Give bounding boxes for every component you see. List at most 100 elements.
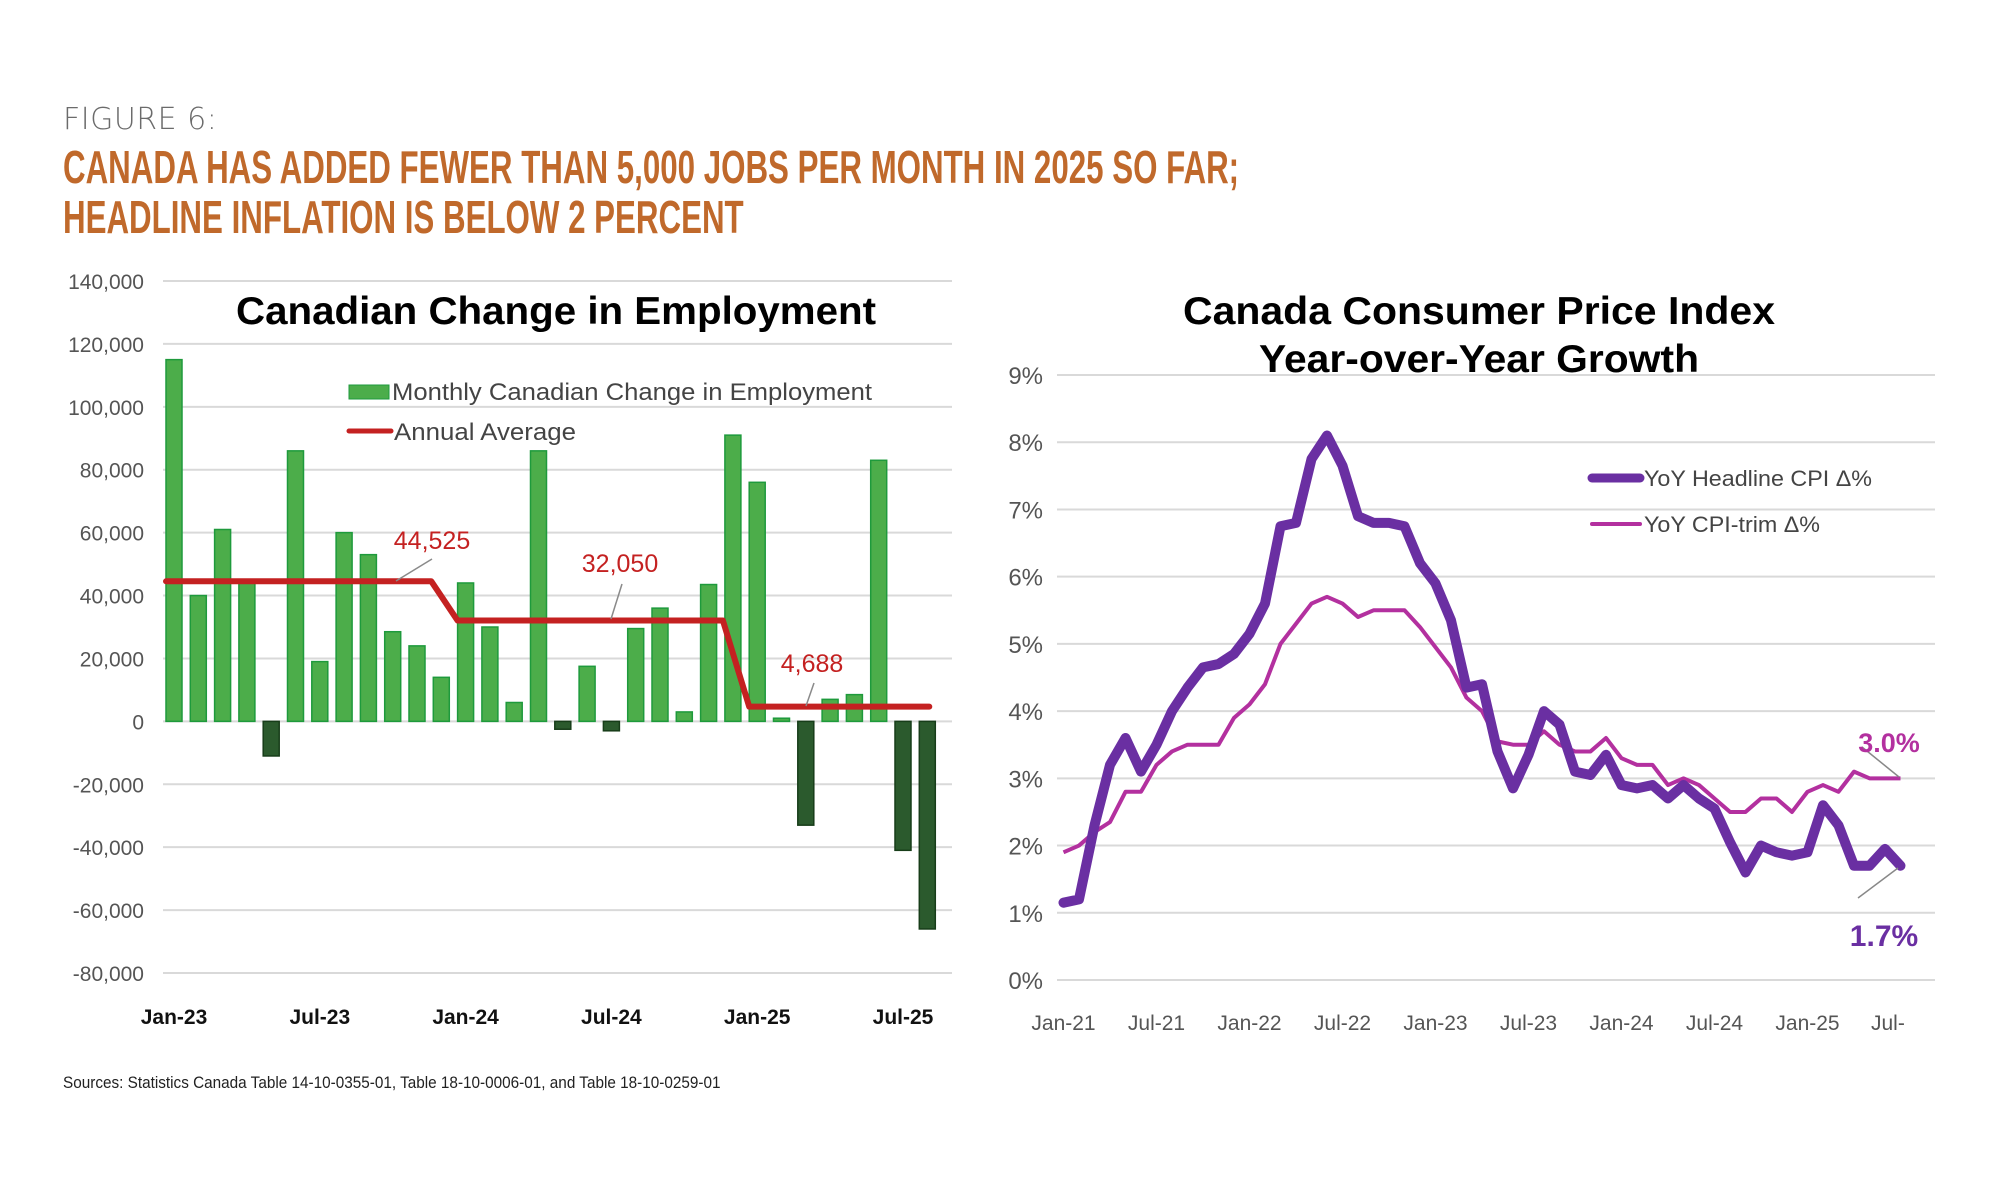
cpi-y-axis: 9% 8% 7% 6% 5% 4% 3% 2% 1% 0% xyxy=(1008,363,1043,995)
annotation-headline-latest: 1.7% xyxy=(1850,920,1918,953)
employment-bar xyxy=(651,607,669,723)
employment-x-tick-label: Jan-24 xyxy=(432,1006,499,1029)
cpi-x-axis: Jan-21 Jul-21 Jan-22 Jul-22 Jan-23 Jul-23 Jan-… xyxy=(1031,1012,1904,1035)
employment-bar xyxy=(869,459,888,723)
annotation-trim-latest: 3.0% xyxy=(1858,728,1920,758)
employment-y-tick-label: 0 xyxy=(132,711,144,734)
employment-y-tick-label: 80,000 xyxy=(80,460,144,483)
employment-y-tick-label: 100,000 xyxy=(68,397,144,420)
cpi-chart: 9% 8% 7% 6% 5% 4% 3% 2% 1% 0% Jan-21 Jul-21 Jan-22 J… xyxy=(1008,290,1935,1035)
employment-y-tick-label: -60,000 xyxy=(73,900,144,923)
annual-average-leader-line xyxy=(610,583,623,620)
cpi-x-tick-label: Jan-21 xyxy=(1031,1012,1095,1035)
cpi-x-tick-label: Jul-23 xyxy=(1500,1012,1557,1035)
employment-bar xyxy=(602,720,621,732)
headline-line-2: HEADLINE INFLATION IS BELOW 2 PERCENT xyxy=(63,191,744,243)
annotation-leader-trim xyxy=(1861,746,1900,778)
cpi-y-tick-label: 9% xyxy=(1008,363,1043,390)
cpi-gridlines xyxy=(1057,374,1935,981)
employment-y-tick-label: 20,000 xyxy=(80,648,144,671)
employment-y-tick-label: -40,000 xyxy=(73,837,144,860)
employment-bar xyxy=(383,630,402,723)
annual-average-label: 44,525 xyxy=(394,527,470,555)
employment-bar xyxy=(456,582,475,723)
cpi-y-tick-label: 0% xyxy=(1008,968,1043,995)
employment-x-axis: Jan-23 Jul-23 Jan-24 Jul-24 Jan-25 Jul-25 xyxy=(141,1006,934,1029)
annual-average-step-line xyxy=(163,578,933,710)
employment-y-axis: 140,000 120,000 100,000 80,000 60,000 40,000 2… xyxy=(68,271,144,986)
cpi-y-tick-label: 7% xyxy=(1008,497,1043,524)
employment-bar xyxy=(262,720,280,757)
cpi-headline-line xyxy=(1058,430,1906,908)
employment-legend: Monthly Canadian Change in Employment An… xyxy=(346,379,872,446)
legend-label-cpi-trim: YoY CPI-trim Δ% xyxy=(1644,512,1820,537)
employment-bar xyxy=(359,553,378,723)
employment-y-tick-label: 120,000 xyxy=(68,334,144,357)
legend-label-headline-cpi: YoY Headline CPI Δ% xyxy=(1644,466,1872,491)
employment-bar xyxy=(213,528,232,723)
figure-headline: CANADA HAS ADDED FEWER THAN 5,000 JOBS P… xyxy=(63,142,1239,242)
annual-average-leader-line xyxy=(805,682,815,707)
employment-x-tick-label: Jul-25 xyxy=(873,1006,934,1029)
cpi-x-tick-label: Jan-23 xyxy=(1403,1012,1467,1035)
employment-bar xyxy=(675,711,694,723)
cpi-y-tick-label: 5% xyxy=(1008,632,1043,659)
cpi-y-tick-label: 8% xyxy=(1008,430,1043,457)
annotation-leader-headline xyxy=(1857,867,1899,899)
cpi-y-tick-label: 6% xyxy=(1008,565,1043,592)
employment-bar xyxy=(165,358,183,723)
employment-chart-title: Canadian Change in Employment xyxy=(236,290,876,333)
headline-line-1: CANADA HAS ADDED FEWER THAN 5,000 JOBS P… xyxy=(63,141,1240,193)
annual-average-label: 32,050 xyxy=(582,550,658,578)
annual-average-label: 4,688 xyxy=(781,650,844,678)
employment-bar xyxy=(699,583,718,723)
employment-bar xyxy=(335,531,353,723)
cpi-y-tick-label: 2% xyxy=(1008,834,1043,861)
employment-bar xyxy=(821,698,839,723)
cpi-y-tick-label: 3% xyxy=(1008,766,1043,793)
employment-bar xyxy=(432,676,451,723)
figure-label: FIGURE 6: xyxy=(63,102,218,137)
employment-bar xyxy=(286,450,305,723)
cpi-x-tick-label: Jul-21 xyxy=(1128,1012,1185,1035)
employment-bar xyxy=(311,660,329,723)
employment-bar xyxy=(918,720,937,930)
employment-bar xyxy=(772,717,791,723)
employment-bar xyxy=(408,645,426,723)
employment-bar xyxy=(529,450,548,723)
cpi-x-tick-label: Jan-25 xyxy=(1775,1012,1839,1035)
employment-y-tick-label: 60,000 xyxy=(80,523,144,546)
sources-note: Sources: Statistics Canada Table 14-10-0… xyxy=(63,1073,721,1092)
cpi-x-tick-label: Jan-24 xyxy=(1589,1012,1654,1035)
employment-bar xyxy=(554,720,572,730)
legend-swatch-monthly-change xyxy=(348,384,390,400)
cpi-legend: YoY Headline CPI Δ% YoY CPI-trim Δ% xyxy=(1587,466,1872,537)
employment-bar xyxy=(626,627,645,723)
employment-x-tick-label: Jan-23 xyxy=(141,1006,208,1029)
employment-bar xyxy=(578,665,596,723)
employment-y-tick-label: -20,000 xyxy=(73,774,144,797)
employment-y-tick-label: 140,000 xyxy=(68,271,144,294)
cpi-y-tick-label: 1% xyxy=(1008,901,1043,928)
employment-y-tick-label: -80,000 xyxy=(73,963,144,986)
employment-x-tick-label: Jul-23 xyxy=(289,1006,350,1029)
legend-label-monthly-change: Monthly Canadian Change in Employment xyxy=(392,379,872,406)
cpi-x-tick-label: Jan-22 xyxy=(1217,1012,1281,1035)
cpi-x-tick-label: Jul-24 xyxy=(1686,1012,1744,1035)
employment-bar xyxy=(238,582,256,723)
employment-y-tick-label: 40,000 xyxy=(80,586,144,609)
annual-average-line: 44,525 32,050 4,688 xyxy=(163,527,933,710)
annual-average-leader-line xyxy=(395,558,433,582)
employment-bar xyxy=(481,626,499,723)
legend-label-annual-average: Annual Average xyxy=(394,419,576,446)
employment-bar xyxy=(748,481,766,723)
employment-x-tick-label: Jan-25 xyxy=(724,1006,791,1029)
cpi-annotations: 3.0% 1.7% xyxy=(1850,728,1920,953)
cpi-chart-title: Canada Consumer Price Index xyxy=(1183,290,1775,333)
cpi-y-tick-label: 4% xyxy=(1008,699,1043,726)
cpi-x-tick-label: Jul- xyxy=(1871,1012,1905,1035)
employment-bar xyxy=(505,701,523,723)
employment-chart: 140,000 120,000 100,000 80,000 60,000 40,000 2… xyxy=(68,271,952,1029)
cpi-chart-subtitle: Year-over-Year Growth xyxy=(1259,338,1699,381)
